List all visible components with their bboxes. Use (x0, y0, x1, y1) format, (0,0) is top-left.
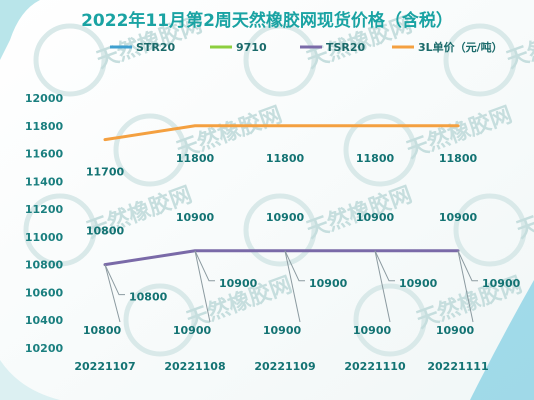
data-labels: 11700 11800 11800 11800 11800 10800 10900 10900… (83, 152, 521, 337)
watermark-logo-8 (123, 283, 197, 357)
tsr20-data-label-1: 10900 (176, 211, 215, 224)
callout-right-label-4: 10900 (482, 277, 521, 290)
leader-bottom-3 (374, 250, 391, 323)
y-tick-12000: 12000 (25, 92, 64, 105)
tsr20-data-label-2: 10900 (266, 211, 305, 224)
callout-bottom-label-1: 10900 (173, 324, 212, 337)
leader-bottom-0 (104, 264, 121, 323)
corner-decoration-top-left (0, 0, 40, 60)
tsr20-data-label-0: 10800 (86, 225, 125, 238)
x-tick-20221110: 20221110 (344, 360, 406, 373)
tsr20-data-label-3: 10900 (356, 211, 395, 224)
y-tick-10200: 10200 (25, 342, 64, 355)
watermark-logo-6 (243, 193, 317, 267)
callout-right-label-1: 10900 (219, 277, 258, 290)
y-tick-11800: 11800 (25, 120, 64, 133)
y-tick-11400: 11400 (25, 175, 64, 188)
x-axis: 20221107 20221108 20221109 20221110 20221111 (74, 360, 488, 373)
y-tick-10800: 10800 (25, 259, 64, 272)
leader-bottom-1 (194, 250, 211, 323)
tsr20-data-label-4: 10900 (439, 211, 478, 224)
watermark-logo-2 (443, 23, 517, 97)
y-tick-11000: 11000 (25, 231, 64, 244)
leader-right-3 (374, 250, 395, 282)
3l-data-label-2: 11800 (266, 152, 305, 165)
x-tick-20221111: 20221111 (427, 360, 488, 373)
leader-bottom-2 (284, 250, 301, 323)
callout-right-label-3: 10900 (399, 277, 438, 290)
leader-bottom-4 (457, 250, 474, 323)
legend-label-3: 3L单价（元/吨） (418, 40, 503, 54)
leader-right-1 (194, 250, 215, 282)
legend-label-2: TSR20 (326, 41, 366, 54)
leader-right-4 (457, 250, 478, 282)
callout-bottom-label-3: 10900 (353, 324, 392, 337)
corner-decoration-bottom-right (470, 280, 534, 400)
x-tick-20221109: 20221109 (254, 360, 315, 373)
callout-bottom-label-4: 10900 (436, 324, 475, 337)
watermark-logo-9 (353, 283, 427, 357)
legend-label-0: STR20 (136, 41, 176, 54)
leader-right-0 (104, 264, 125, 296)
legend-label-1: 9710 (236, 41, 267, 54)
callout-bottom-label-0: 10800 (83, 324, 122, 337)
corner-decoration-bottom-left (0, 360, 60, 400)
callout-leaders (104, 250, 478, 323)
watermark-logo-1 (243, 23, 317, 97)
watermark-logo-3 (113, 113, 187, 187)
3l-data-label-0: 11700 (86, 166, 125, 179)
callout-bottom-label-2: 10900 (263, 324, 302, 337)
watermark-logo-5 (23, 193, 97, 267)
legend: STR20 9710 TSR20 3L单价（元/吨） (110, 40, 503, 54)
callout-right-label-0: 10800 (129, 291, 168, 304)
series-line-3L单价（元/吨） (103, 124, 460, 142)
x-tick-20221107: 20221107 (74, 360, 135, 373)
y-tick-10600: 10600 (25, 286, 64, 299)
3l-data-label-3: 11800 (356, 152, 395, 165)
y-tick-11600: 11600 (25, 148, 64, 161)
watermark-logo-0 (33, 23, 107, 97)
y-tick-11200: 11200 (25, 203, 64, 216)
y-tick-10400: 10400 (25, 314, 64, 327)
3l-data-label-1: 11800 (176, 152, 215, 165)
chart-title: 2022年11月第2周天然橡胶网现货价格（含税） (81, 10, 453, 31)
x-tick-20221108: 20221108 (164, 360, 225, 373)
watermark-logo-7 (453, 193, 527, 267)
3l-data-label-4: 11800 (439, 152, 478, 165)
callout-right-label-2: 10900 (309, 277, 348, 290)
watermark-logo-4 (343, 113, 417, 187)
leader-right-2 (284, 250, 305, 282)
y-axis: 10200 10400 10600 10800 11000 11200 11400 11600… (25, 92, 64, 355)
